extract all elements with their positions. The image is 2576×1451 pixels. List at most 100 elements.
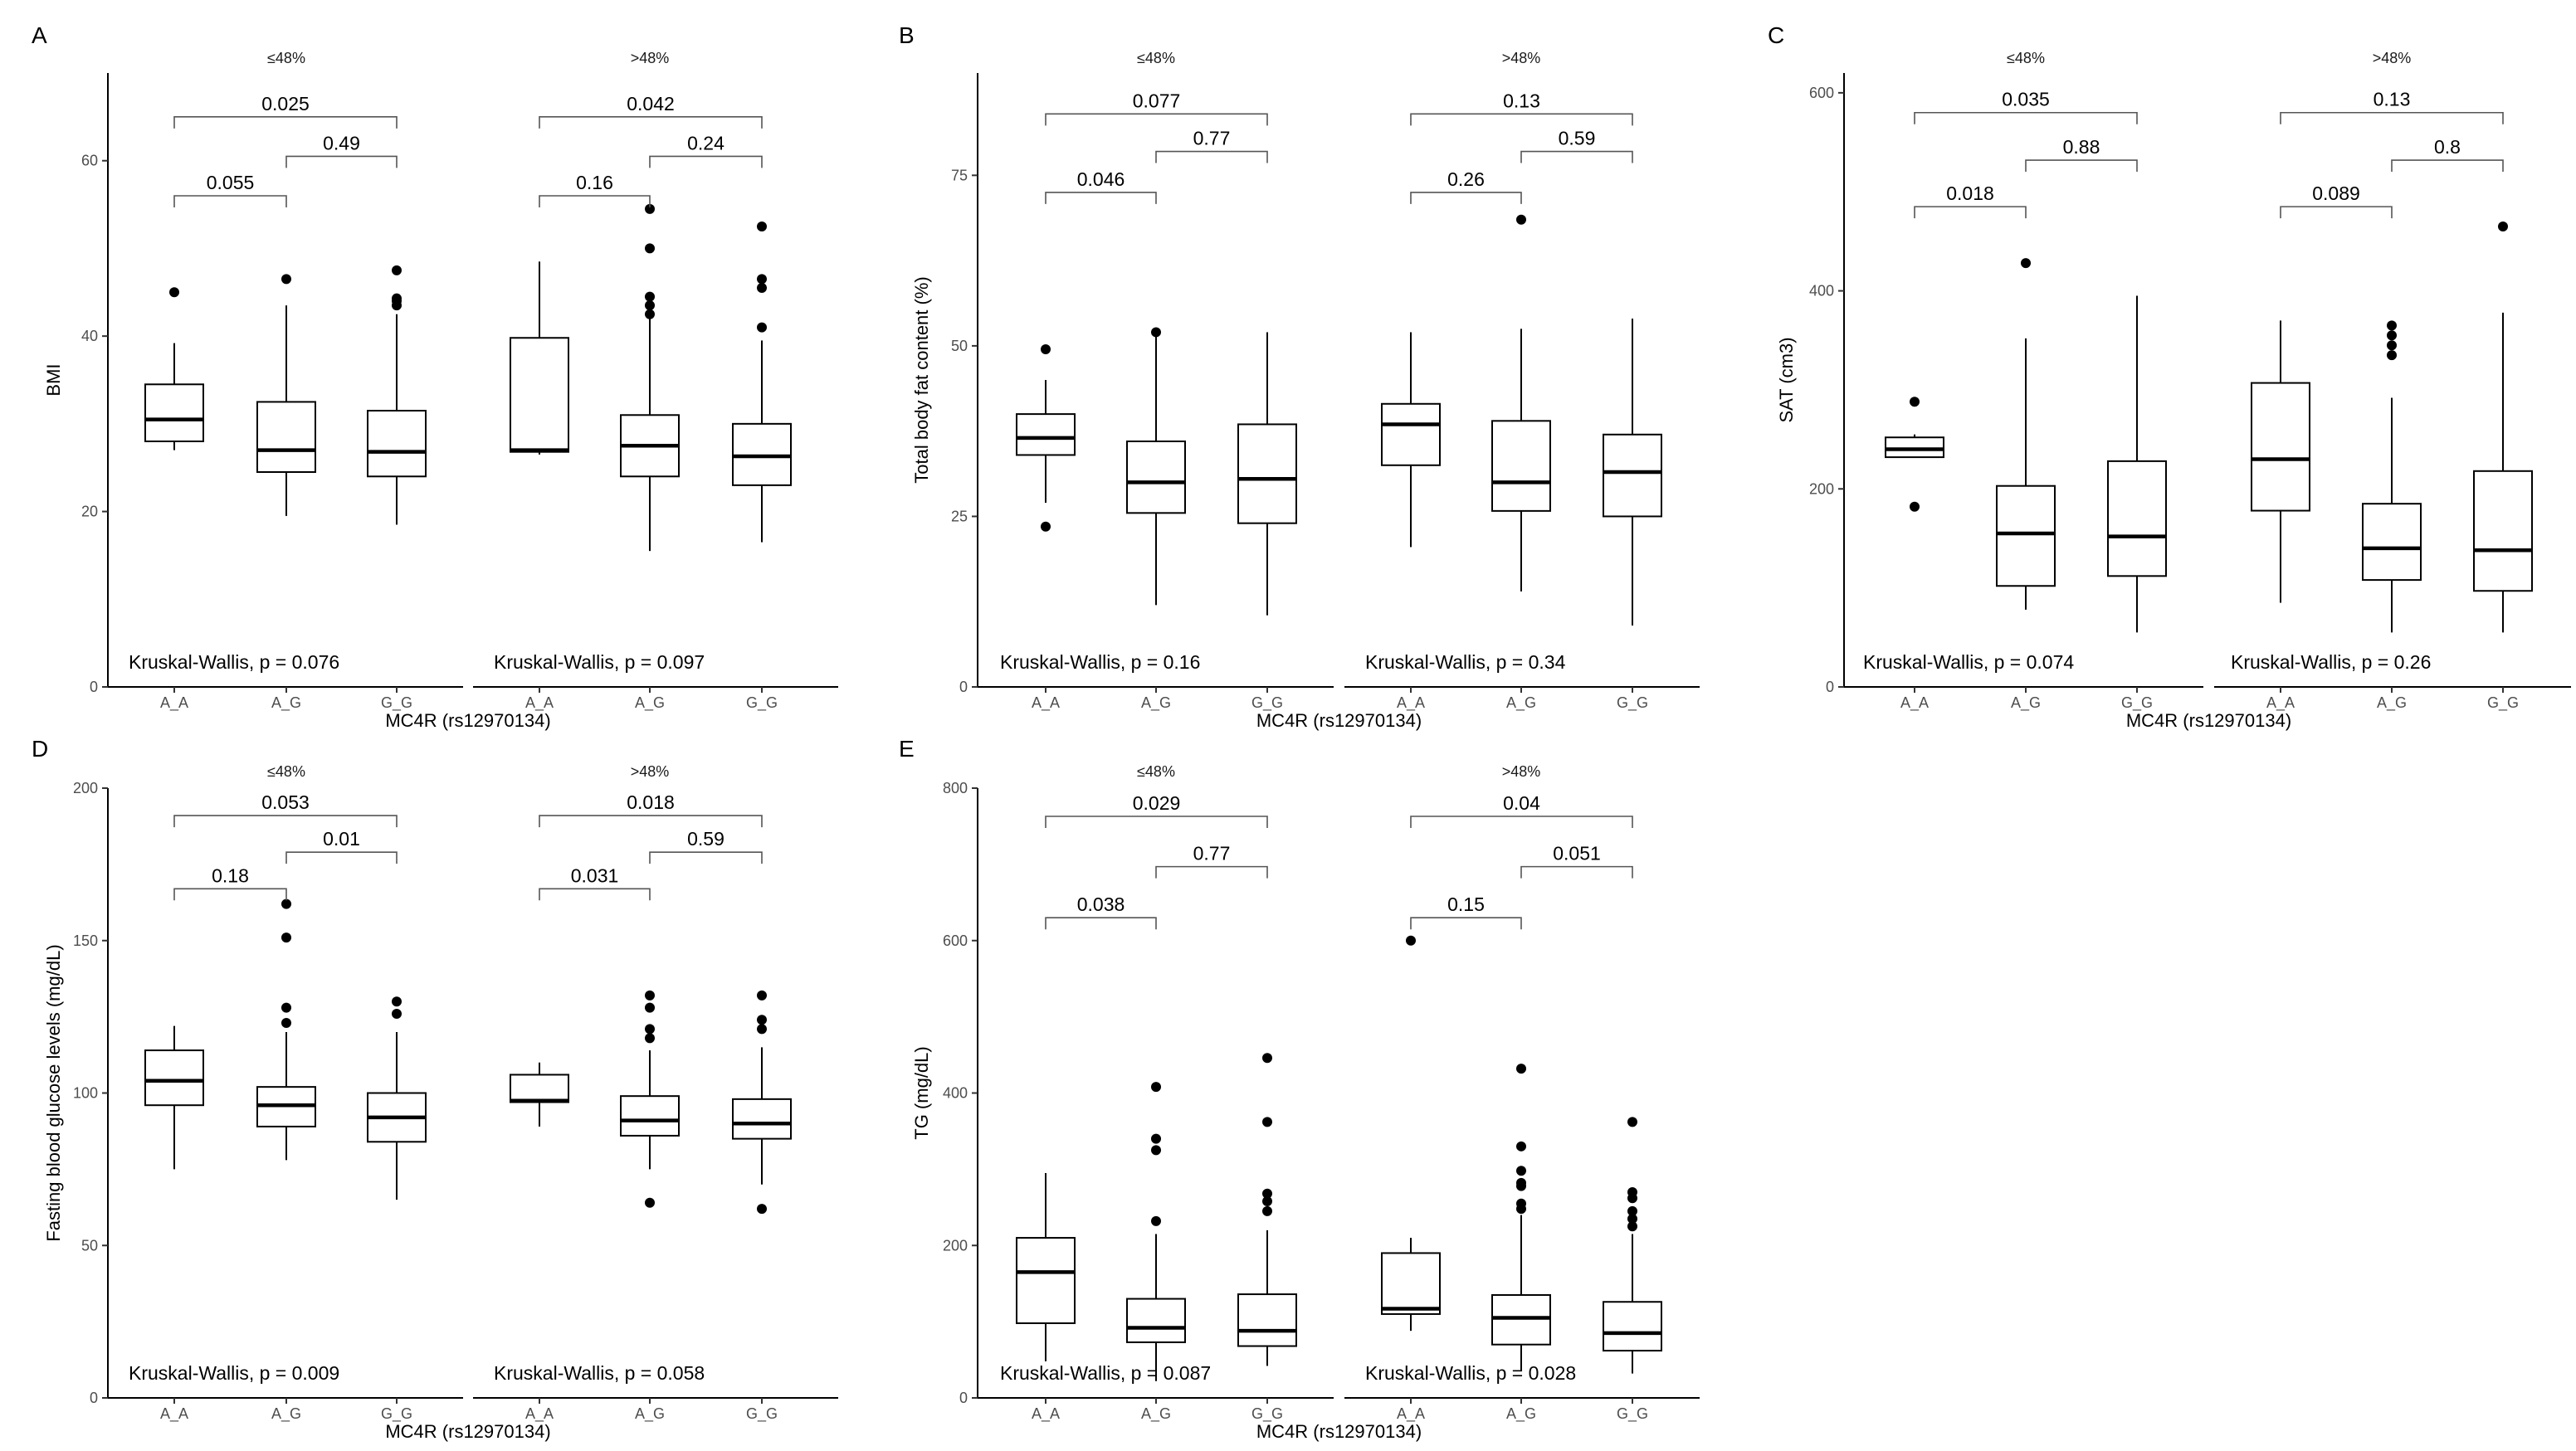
significance-bracket: 0.053 [173, 791, 398, 828]
kruskal-wallis-label: Kruskal-Wallis, p = 0.058 [494, 1362, 705, 1384]
x-tick-label: A_A [160, 694, 188, 712]
outlier-point [1627, 1205, 1637, 1216]
bracket-line [285, 851, 398, 864]
y-tick-label: 60 [81, 153, 98, 169]
y-tick-label: 200 [943, 1237, 968, 1254]
outlier-point [281, 274, 291, 285]
outlier-point [757, 990, 767, 1001]
bracket-line [1410, 816, 1633, 828]
y-tick-label: 0 [959, 1390, 968, 1406]
panel-d: D 0 50 100 150 200 Fasting blood glucose level… [32, 736, 838, 1442]
x-tick-label: A_A [1032, 1405, 1060, 1423]
group-low: ≤48% A_A A_G G_G 0.053 0.01 0.18 Kruskal-Wallis… [129, 763, 427, 1423]
outlier-point [1406, 935, 1416, 946]
p-value-label: 0.031 [571, 864, 619, 886]
outlier-point [757, 222, 767, 231]
bracket-line [649, 851, 763, 864]
bracket-line [285, 155, 398, 168]
outlier-point [392, 996, 402, 1007]
group-title: >48% [2373, 50, 2412, 66]
iqr-box [1126, 1298, 1186, 1343]
outlier-point [1151, 1145, 1161, 1156]
x-tick-label: G_G [746, 694, 778, 712]
y-axis-title: Total body fat content (%) [911, 276, 932, 483]
x-tick-label: A_G [1506, 1405, 1536, 1423]
y-tick-label: 50 [81, 1237, 98, 1254]
iqr-box [1381, 402, 1441, 466]
x-axis-title: MC4R (rs12970134) [1256, 710, 1422, 731]
p-value-label: 0.24 [687, 132, 724, 153]
significance-bracket: 0.01 [285, 828, 398, 864]
iqr-box [256, 401, 316, 473]
outlier-point [392, 293, 402, 304]
significance-bracket: 0.49 [285, 132, 398, 168]
outlier-point [392, 1008, 402, 1019]
panel-a: A 0 20 40 60 BMI MC4R (rs12970134) ≤48% A_A A_G G_… [32, 22, 838, 731]
p-value-label: 0.018 [627, 791, 675, 813]
outlier-point [1516, 1141, 1526, 1152]
panel-label: D [32, 736, 48, 762]
iqr-box [1237, 423, 1297, 524]
x-tick-label: G_G [381, 694, 412, 712]
outlier-point [1910, 397, 1920, 407]
boxplot-a-a [510, 1062, 569, 1127]
boxplot-a-a [144, 287, 204, 450]
outlier-point [757, 1024, 767, 1035]
outlier-point [2387, 340, 2397, 351]
p-value-label: 0.035 [2002, 89, 2050, 110]
outlier-point [645, 1033, 655, 1044]
panel-label: C [1768, 22, 1784, 48]
y-tick-label: 0 [90, 1390, 98, 1406]
bracket-line [539, 116, 763, 129]
x-tick-label: A_A [160, 1405, 188, 1423]
outlier-point [757, 322, 767, 333]
iqr-box [367, 410, 427, 478]
x-tick-label: A_A [525, 1405, 554, 1423]
x-axis-title: MC4R (rs12970134) [2126, 710, 2291, 731]
outlier-point [1262, 1117, 1272, 1127]
p-value-label: 0.051 [1553, 843, 1601, 864]
kruskal-wallis-label: Kruskal-Wallis, p = 0.087 [1000, 1362, 1211, 1384]
outlier-point [1151, 1215, 1161, 1226]
x-tick-label: G_G [381, 1405, 412, 1423]
bracket-line [173, 116, 398, 129]
group-title: ≤48% [1137, 763, 1175, 780]
outlier-point [757, 1204, 767, 1215]
kruskal-wallis-label: Kruskal-Wallis, p = 0.076 [129, 651, 339, 673]
outlier-point [1262, 1195, 1272, 1206]
significance-bracket: 0.025 [173, 93, 398, 129]
p-value-label: 0.59 [1559, 128, 1596, 149]
y-tick-label: 0 [1826, 679, 1834, 695]
iqr-box [732, 1098, 792, 1140]
y-tick-label: 0 [959, 679, 968, 695]
p-value-label: 0.8 [2434, 136, 2461, 158]
y-tick-label: 200 [73, 780, 98, 796]
significance-bracket: 0.59 [1520, 128, 1633, 163]
bracket-line [173, 195, 287, 207]
iqr-box [1491, 420, 1551, 512]
p-value-label: 0.77 [1193, 843, 1231, 864]
boxplot-g-g [367, 265, 427, 525]
outlier-point [645, 1002, 655, 1013]
outlier-point [1516, 214, 1526, 225]
outlier-point [392, 265, 402, 275]
p-value-label: 0.18 [212, 864, 249, 886]
x-tick-label: A_A [1397, 1405, 1425, 1423]
bracket-line [1410, 192, 1522, 204]
outlier-point [645, 1024, 655, 1035]
p-value-label: 0.089 [2312, 183, 2360, 204]
significance-bracket: 0.038 [1045, 893, 1157, 930]
iqr-box [510, 1074, 569, 1103]
p-value-label: 0.038 [1077, 893, 1125, 915]
significance-bracket: 0.59 [649, 828, 763, 864]
significance-bracket: 0.035 [1914, 89, 2138, 124]
boxplot-g-g [732, 222, 792, 543]
boxplot-g-g [2473, 222, 2533, 633]
boxplot-g-g [1603, 319, 1662, 626]
outlier-point [1516, 1064, 1526, 1074]
x-tick-label: G_G [2487, 694, 2519, 712]
bracket-line [1914, 206, 2027, 219]
bracket-line [2280, 111, 2504, 124]
significance-bracket: 0.018 [539, 791, 763, 828]
